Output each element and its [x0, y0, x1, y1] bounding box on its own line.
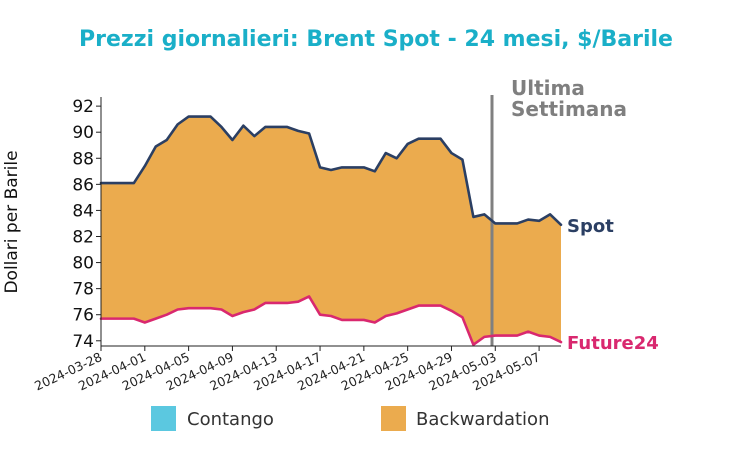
backwardation-area	[101, 116, 561, 345]
y-axis-label: Dollari per Barile	[2, 150, 22, 293]
y-tick-label: 80	[72, 254, 94, 274]
series-labels: Spot Future24	[567, 216, 659, 354]
axes	[100, 97, 561, 347]
y-tick-label: 74	[72, 332, 94, 352]
y-tick-label: 82	[72, 227, 94, 247]
y-tick-label: 88	[72, 149, 94, 169]
spread-fill	[101, 116, 561, 345]
y-tick-label: 90	[72, 123, 94, 143]
series-line-spot	[99, 115, 563, 227]
series-lines	[99, 115, 563, 347]
series-line-future24	[99, 295, 563, 347]
series-label-future24: Future24	[567, 333, 659, 354]
y-tick-label: 86	[72, 175, 94, 195]
chart-title: Prezzi giornalieri: Brent Spot - 24 mesi…	[79, 27, 673, 52]
y-axis-ticks: 74 76 78 80 82 84 86 88 90 92	[72, 97, 101, 352]
y-tick-label: 84	[72, 201, 94, 221]
y-tick-label: 78	[72, 280, 94, 300]
legend-label-contango: Contango	[187, 409, 274, 430]
x-axis-ticks: 2024-03-282024-04-012024-04-052024-04-09…	[32, 346, 542, 393]
legend: Contango Backwardation	[151, 406, 549, 431]
y-tick-label: 76	[72, 306, 94, 326]
series-label-spot: Spot	[567, 216, 614, 237]
legend-swatch-contango	[151, 406, 176, 431]
marker-label-line1: Ultima	[511, 76, 585, 100]
legend-label-backwardation: Backwardation	[416, 409, 549, 430]
y-tick-label: 92	[72, 97, 94, 117]
marker-label-line2: Settimana	[511, 97, 627, 121]
legend-swatch-backwardation	[381, 406, 406, 431]
